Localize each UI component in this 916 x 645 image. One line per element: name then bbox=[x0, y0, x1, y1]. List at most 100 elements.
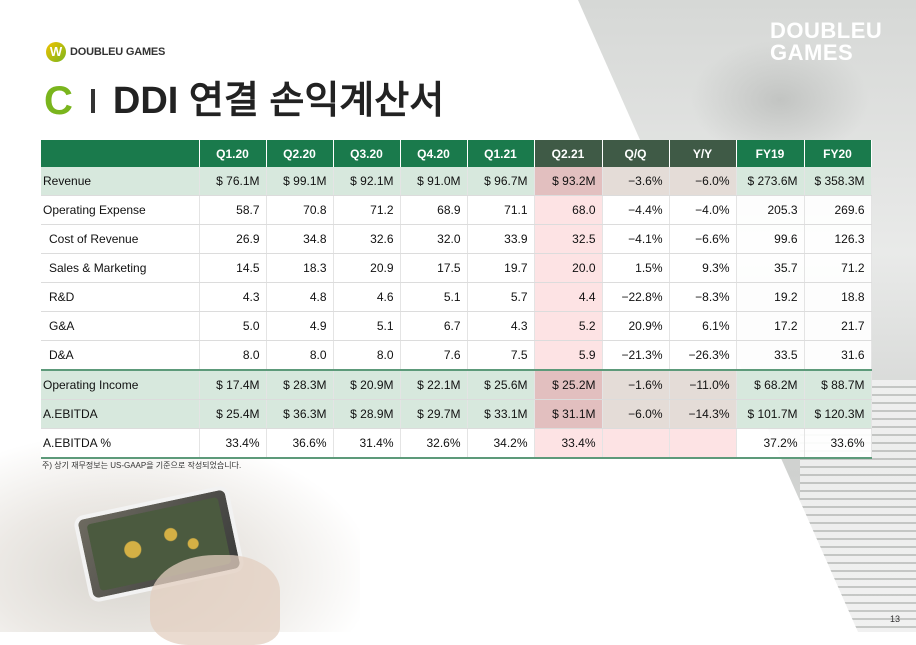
table-row: D&A 8.0 8.0 8.0 7.6 7.5 5.9 −21.3% −26.3% 33.5 31.… bbox=[41, 340, 872, 371]
table-cell: $ 28.9M bbox=[333, 399, 401, 429]
row-label: Revenue bbox=[41, 167, 200, 196]
table-cell: 20.9% bbox=[602, 311, 670, 341]
column-header bbox=[41, 140, 200, 167]
table-cell: 32.6 bbox=[333, 224, 401, 254]
table-cell: −11.0% bbox=[669, 369, 737, 400]
table-cell: $ 96.7M bbox=[467, 167, 535, 196]
hand-image bbox=[150, 555, 280, 645]
table-cell bbox=[669, 428, 737, 459]
table-cell: 31.6 bbox=[804, 340, 872, 371]
table-cell: $ 33.1M bbox=[467, 399, 535, 429]
logo-mark-icon: W bbox=[46, 42, 66, 62]
column-header: FY20 bbox=[804, 140, 872, 167]
table-cell: 36.6% bbox=[266, 428, 334, 459]
table-cell: 14.5 bbox=[199, 253, 267, 283]
table-cell: 31.4% bbox=[333, 428, 401, 459]
column-header: FY19 bbox=[736, 140, 805, 167]
table-cell: 33.4% bbox=[199, 428, 267, 459]
table-cell: 5.0 bbox=[199, 311, 267, 341]
table-row: Operating Expense 58.7 70.8 71.2 68.9 71.1 68.… bbox=[41, 195, 872, 225]
table-cell: $ 28.3M bbox=[266, 369, 334, 400]
table-cell: −4.0% bbox=[669, 195, 737, 225]
table-cell: −22.8% bbox=[602, 282, 670, 312]
column-header: Q2.21 bbox=[534, 140, 603, 167]
table-cell: 18.8 bbox=[804, 282, 872, 312]
table-cell: 20.9 bbox=[333, 253, 401, 283]
page-title: C DDI 연결 손익계산서 bbox=[44, 76, 444, 126]
table-row: G&A 5.0 4.9 5.1 6.7 4.3 5.2 20.9% 6.1% 17.2 21.7 bbox=[41, 311, 872, 341]
table-cell: 4.4 bbox=[534, 282, 603, 312]
table-cell: $ 358.3M bbox=[804, 167, 872, 196]
table-cell: $ 29.7M bbox=[400, 399, 468, 429]
table-cell: 5.1 bbox=[333, 311, 401, 341]
table-cell: 4.8 bbox=[266, 282, 334, 312]
table-cell: −21.3% bbox=[602, 340, 670, 371]
table-cell: 17.5 bbox=[400, 253, 468, 283]
table-cell: $ 36.3M bbox=[266, 399, 334, 429]
table-cell: 269.6 bbox=[804, 195, 872, 225]
table-cell: 33.4% bbox=[534, 428, 603, 459]
watermark-logo: DOUBLEU GAMES bbox=[770, 20, 882, 65]
table-cell: −8.3% bbox=[669, 282, 737, 312]
table-cell: −6.0% bbox=[669, 167, 737, 196]
column-header: Q1.20 bbox=[199, 140, 267, 167]
row-label: Operating Income bbox=[41, 369, 200, 400]
table-cell: 4.9 bbox=[266, 311, 334, 341]
table-cell: $ 101.7M bbox=[736, 399, 805, 429]
table-cell: $ 93.2M bbox=[534, 167, 603, 196]
table-cell: 71.2 bbox=[804, 253, 872, 283]
table-cell: 1.5% bbox=[602, 253, 670, 283]
row-label: Operating Expense bbox=[41, 195, 200, 225]
table-cell: −26.3% bbox=[669, 340, 737, 371]
table-cell: 4.6 bbox=[333, 282, 401, 312]
table-row: A.EBITDA % 33.4% 36.6% 31.4% 32.6% 34.2% 33.4%… bbox=[41, 428, 872, 459]
column-header: Q1.21 bbox=[467, 140, 535, 167]
table-cell: 126.3 bbox=[804, 224, 872, 254]
table-cell: −3.6% bbox=[602, 167, 670, 196]
table-cell: 4.3 bbox=[467, 311, 535, 341]
row-label: R&D bbox=[41, 282, 200, 312]
table-cell: 34.2% bbox=[467, 428, 535, 459]
table-cell: 5.9 bbox=[534, 340, 603, 371]
column-header: Q3.20 bbox=[333, 140, 401, 167]
row-label: A.EBITDA % bbox=[41, 428, 200, 459]
table-cell: 71.2 bbox=[333, 195, 401, 225]
column-header: Q/Q bbox=[602, 140, 670, 167]
table-cell: 33.6% bbox=[804, 428, 872, 459]
table-cell: 26.9 bbox=[199, 224, 267, 254]
company-logo: W DOUBLEU GAMES bbox=[46, 42, 165, 62]
table-row: Sales & Marketing 14.5 18.3 20.9 17.5 19.7 20.… bbox=[41, 253, 872, 283]
row-label: Cost of Revenue bbox=[41, 224, 200, 254]
table-cell: −6.6% bbox=[669, 224, 737, 254]
table-cell: $ 20.9M bbox=[333, 369, 401, 400]
table-cell: 17.2 bbox=[736, 311, 805, 341]
table-cell: 58.7 bbox=[199, 195, 267, 225]
watermark-line-2: GAMES bbox=[770, 40, 854, 65]
table-cell: −14.3% bbox=[669, 399, 737, 429]
table-cell: 7.5 bbox=[467, 340, 535, 371]
table-cell: 32.0 bbox=[400, 224, 468, 254]
table-cell: 34.8 bbox=[266, 224, 334, 254]
table-cell: $ 17.4M bbox=[199, 369, 267, 400]
table-cell: 35.7 bbox=[736, 253, 805, 283]
table-cell: $ 88.7M bbox=[804, 369, 872, 400]
table-cell: −4.4% bbox=[602, 195, 670, 225]
table-cell: 205.3 bbox=[736, 195, 805, 225]
table-cell: 19.2 bbox=[736, 282, 805, 312]
income-statement-table: Q1.20 Q2.20 Q3.20 Q4.20 Q1.21 Q2.21 Q/Q … bbox=[41, 140, 872, 459]
table-cell: −1.6% bbox=[602, 369, 670, 400]
table-cell: $ 25.6M bbox=[467, 369, 535, 400]
table-cell: 8.0 bbox=[199, 340, 267, 371]
table-row: A.EBITDA $ 25.4M $ 36.3M $ 28.9M $ 29.7M $ 33… bbox=[41, 399, 872, 429]
table-cell: 21.7 bbox=[804, 311, 872, 341]
table-cell: 9.3% bbox=[669, 253, 737, 283]
row-label: A.EBITDA bbox=[41, 399, 200, 429]
table-cell: 4.3 bbox=[199, 282, 267, 312]
table-cell: 8.0 bbox=[333, 340, 401, 371]
column-header: Y/Y bbox=[669, 140, 737, 167]
table-cell bbox=[602, 428, 670, 459]
page-number: 13 bbox=[889, 614, 900, 624]
table-cell: −6.0% bbox=[602, 399, 670, 429]
table-cell: 70.8 bbox=[266, 195, 334, 225]
table-cell: $ 22.1M bbox=[400, 369, 468, 400]
